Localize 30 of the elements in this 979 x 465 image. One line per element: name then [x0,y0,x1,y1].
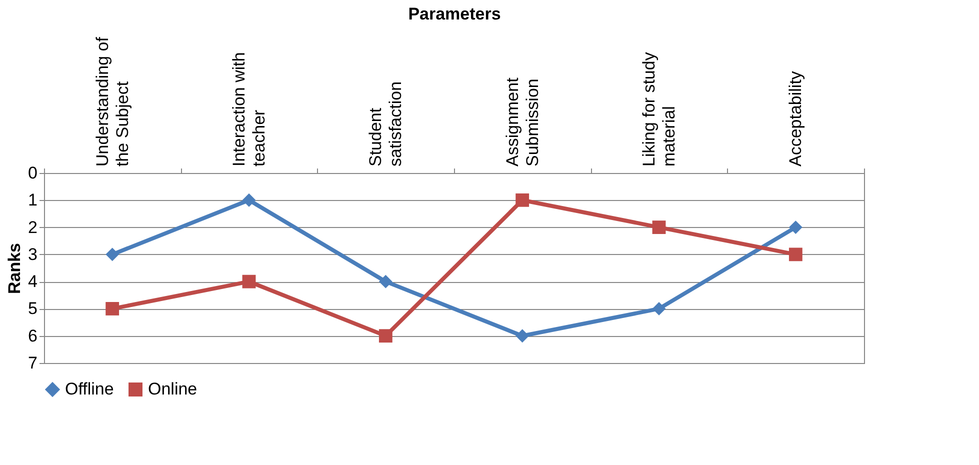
point [378,329,392,343]
y-tick-label: 0 [28,164,38,182]
x-tick-label: Liking for study material [640,52,678,166]
x-axis-title: Parameters [408,4,501,24]
y-tick-label: 3 [28,244,38,264]
y-axis-title: Ranks [5,242,24,294]
point [106,248,120,262]
point [242,274,256,288]
point [378,274,392,288]
x-tick-label: Interaction with teacher [230,52,268,166]
y-tick-label: 2 [28,218,38,237]
y-tick-label: 4 [28,272,38,292]
point [242,193,256,207]
x-tick-label: Student satisfaction [366,81,406,166]
point [788,248,802,262]
y-tick-label: 7 [28,354,38,372]
point [788,220,802,234]
x-tick-label: Assignment Submission [502,77,542,166]
point [516,193,530,207]
legend-label: Online [148,380,198,399]
point [516,329,530,343]
point [652,220,666,234]
legend-label: Offline [65,380,114,399]
x-tick-label: Understanding of the Subject [92,36,132,166]
y-tick-label: 6 [28,326,38,346]
point [652,302,666,316]
point [106,302,120,316]
y-tick-label: 5 [28,299,38,318]
x-tick-label: Acceptability [786,70,806,166]
y-tick-label: 1 [28,190,38,210]
